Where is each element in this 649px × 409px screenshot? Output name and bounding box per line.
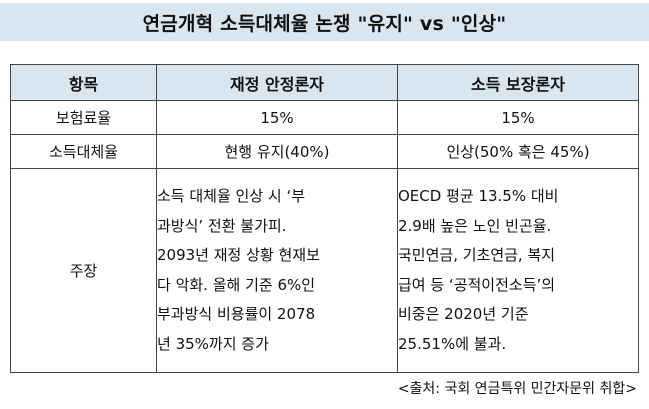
claim-line: OECD 평균 13.5% 대비 (398, 187, 559, 205)
claim-line: 비중은 2020년 기준 (398, 305, 529, 323)
claim-line: 다 악화. 올해 기준 6%인 (157, 275, 316, 294)
cell-income-premium-rate: 15% (397, 100, 639, 135)
claim-line: 과방식’ 전환 불가피. (157, 216, 287, 235)
row-label-claim: 주장 (10, 168, 157, 373)
claim-line: 2093년 재정 상황 현재보 (157, 246, 320, 264)
table-row: 보험료율 15% 15% (10, 100, 639, 135)
claim-line: 부과방식 비용률이 2078 (157, 305, 316, 323)
claim-line: 25.51%에 불과. (398, 334, 507, 353)
page-title: 연금개혁 소득대체율 논쟁 "유지" vs "인상" (0, 3, 649, 41)
header-income-security: 소득 보장론자 (397, 64, 639, 101)
cell-income-claim: OECD 평균 13.5% 대비 2.9배 높은 노인 빈곤율. 국민연금, 기… (397, 168, 639, 373)
table-header-row: 항목 재정 안정론자 소득 보장론자 (10, 64, 639, 101)
header-item: 항목 (10, 64, 157, 101)
table-row: 주장 소득 대체율 인상 시 ‘부 과방식’ 전환 불가피. 2093년 재정 … (10, 168, 639, 373)
row-label-premium-rate: 보험료율 (10, 100, 157, 135)
cell-fiscal-claim: 소득 대체율 인상 시 ‘부 과방식’ 전환 불가피. 2093년 재정 상황 … (156, 168, 398, 373)
claim-line: 급여 등 ‘공적이전소득’의 (398, 275, 556, 294)
cell-income-replacement-rate: 인상(50% 혹은 45%) (397, 134, 639, 169)
claim-line: 년 35%까지 증가 (157, 334, 269, 353)
header-fiscal-stability: 재정 안정론자 (156, 64, 398, 101)
source-note: <출처: 국회 연금특위 민간자문위 취합> (397, 381, 637, 397)
cell-fiscal-replacement-rate: 현행 유지(40%) (156, 134, 398, 169)
claim-line: 2.9배 높은 노인 빈곤율. (398, 216, 552, 235)
claim-line: 소득 대체율 인상 시 ‘부 (157, 187, 306, 205)
claim-line: 국민연금, 기초연금, 복지 (398, 246, 556, 264)
row-label-replacement-rate: 소득대체율 (10, 134, 157, 169)
table-row: 소득대체율 현행 유지(40%) 인상(50% 혹은 45%) (10, 134, 639, 169)
comparison-table: 항목 재정 안정론자 소득 보장론자 보험료율 15% 15% 소득대체율 현행… (10, 64, 639, 373)
cell-fiscal-premium-rate: 15% (156, 100, 398, 135)
